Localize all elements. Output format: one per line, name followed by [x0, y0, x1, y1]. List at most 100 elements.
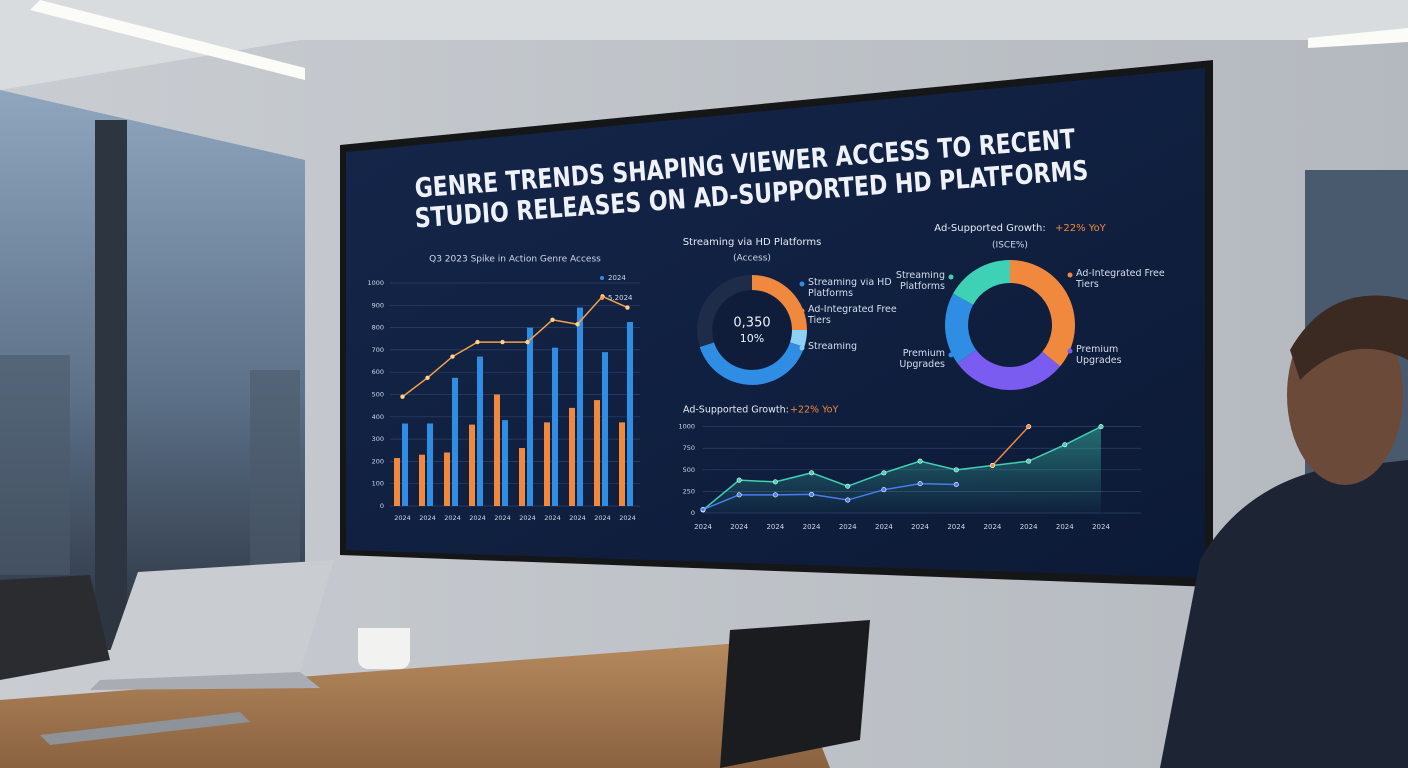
chart-title: Ad-Supported Growth:: [683, 405, 789, 416]
donut-segment: [790, 330, 807, 347]
x-tick-label: 2024: [619, 514, 636, 522]
legend-label: Premium Upgrades: [1076, 345, 1122, 366]
point: [525, 339, 530, 345]
bar: [452, 377, 458, 506]
x-tick-label: 2024: [594, 514, 611, 522]
legend-label: 2024: [608, 274, 626, 282]
chart-title: Q3 2023 Spike in Action Genre Access: [429, 255, 601, 265]
line: [702, 425, 1102, 511]
legend-label: Streaming: [808, 342, 858, 352]
x-tick-label: 2024: [1056, 523, 1074, 531]
point: [575, 322, 580, 327]
laptop-screen: [100, 560, 334, 680]
bar: [502, 420, 508, 506]
center-value: 0,350: [733, 316, 770, 331]
ceiling-light: [1308, 28, 1408, 48]
legend-label: Streaming via HD Platforms: [808, 278, 892, 299]
city-building: [250, 370, 300, 570]
donut-segment: [1010, 260, 1075, 367]
legend-swatch: [799, 281, 805, 287]
legend-swatch: [799, 308, 805, 314]
point: [736, 477, 742, 483]
chart-title-highlight: +22% YoY: [1055, 223, 1107, 234]
label-box: Premium Upgrades: [899, 349, 945, 370]
y-tick-label: 0: [380, 502, 384, 510]
bar: [594, 400, 600, 506]
x-tick-label: 2024: [839, 523, 857, 531]
line: [702, 482, 957, 511]
line: [991, 426, 1030, 467]
point: [917, 481, 923, 487]
y-tick-label: 200: [372, 457, 384, 465]
point: [736, 492, 742, 498]
y-tick-label: 0: [691, 509, 695, 517]
legend-swatch: [600, 296, 604, 300]
label-box: Streaming via HD Platforms: [808, 278, 892, 299]
point: [1026, 424, 1032, 430]
point: [772, 492, 778, 498]
donut-segment: [752, 275, 807, 330]
bar: [494, 394, 500, 506]
city-building: [0, 355, 70, 575]
point: [845, 497, 851, 503]
y-tick-label: 1000: [678, 423, 695, 431]
x-tick-label: 2024: [444, 514, 461, 522]
point: [772, 479, 778, 485]
point: [989, 462, 995, 468]
label-box: Premium Upgrades: [1076, 345, 1122, 366]
x-tick-label: 2024: [1092, 523, 1110, 531]
y-tick-label: 750: [683, 444, 695, 452]
bar: [419, 454, 425, 506]
y-tick-label: 500: [683, 466, 695, 474]
donut-segment: [697, 275, 752, 347]
y-tick-label: 500: [372, 391, 384, 399]
x-tick-label: 2024: [911, 523, 929, 531]
chair: [720, 620, 870, 768]
point: [425, 375, 430, 380]
x-tick-label: 2024: [394, 514, 411, 522]
x-tick-label: 2024: [947, 523, 965, 531]
point: [845, 483, 851, 489]
donut-segment: [957, 349, 1061, 391]
line: [402, 295, 628, 398]
point: [450, 354, 455, 359]
person-body: [1160, 460, 1408, 768]
chart-title-highlight: +22% YoY: [790, 405, 838, 416]
x-tick-label: 2024: [469, 514, 486, 522]
x-tick-label: 2024: [544, 514, 561, 522]
point: [500, 339, 505, 345]
point: [809, 470, 815, 476]
point: [809, 491, 815, 497]
point: [881, 470, 887, 476]
window: [0, 90, 305, 640]
point: [400, 394, 405, 399]
x-tick-label: 2024: [1020, 523, 1038, 531]
label-box: Ad-Integrated Free Tiers: [808, 305, 897, 326]
bar: [552, 347, 558, 506]
bar: [477, 356, 483, 506]
point: [953, 481, 959, 487]
point: [953, 467, 959, 473]
y-tick-label: 600: [372, 368, 384, 376]
chart-subtitle: (ISCE%): [992, 241, 1028, 251]
legend-label: Premium Upgrades: [899, 349, 945, 370]
x-tick-label: 2024: [766, 523, 784, 531]
bar: [519, 448, 525, 506]
legend-swatch: [799, 345, 805, 351]
point: [475, 339, 480, 345]
bar: [627, 322, 633, 506]
window-frame: [95, 120, 127, 650]
label-box: Ad-Integrated Free Tiers: [1076, 269, 1165, 290]
y-tick-label: 400: [372, 413, 384, 421]
point: [1062, 442, 1068, 448]
legend-swatch: [600, 276, 604, 280]
y-tick-label: 300: [372, 435, 384, 443]
bar: [402, 423, 408, 506]
chart-title: Ad-Supported Growth:: [934, 223, 1045, 234]
mug: [358, 628, 410, 670]
bar: [394, 458, 400, 506]
point: [917, 458, 923, 464]
bar: [602, 352, 608, 506]
legend-label: 5.2024: [608, 294, 633, 302]
